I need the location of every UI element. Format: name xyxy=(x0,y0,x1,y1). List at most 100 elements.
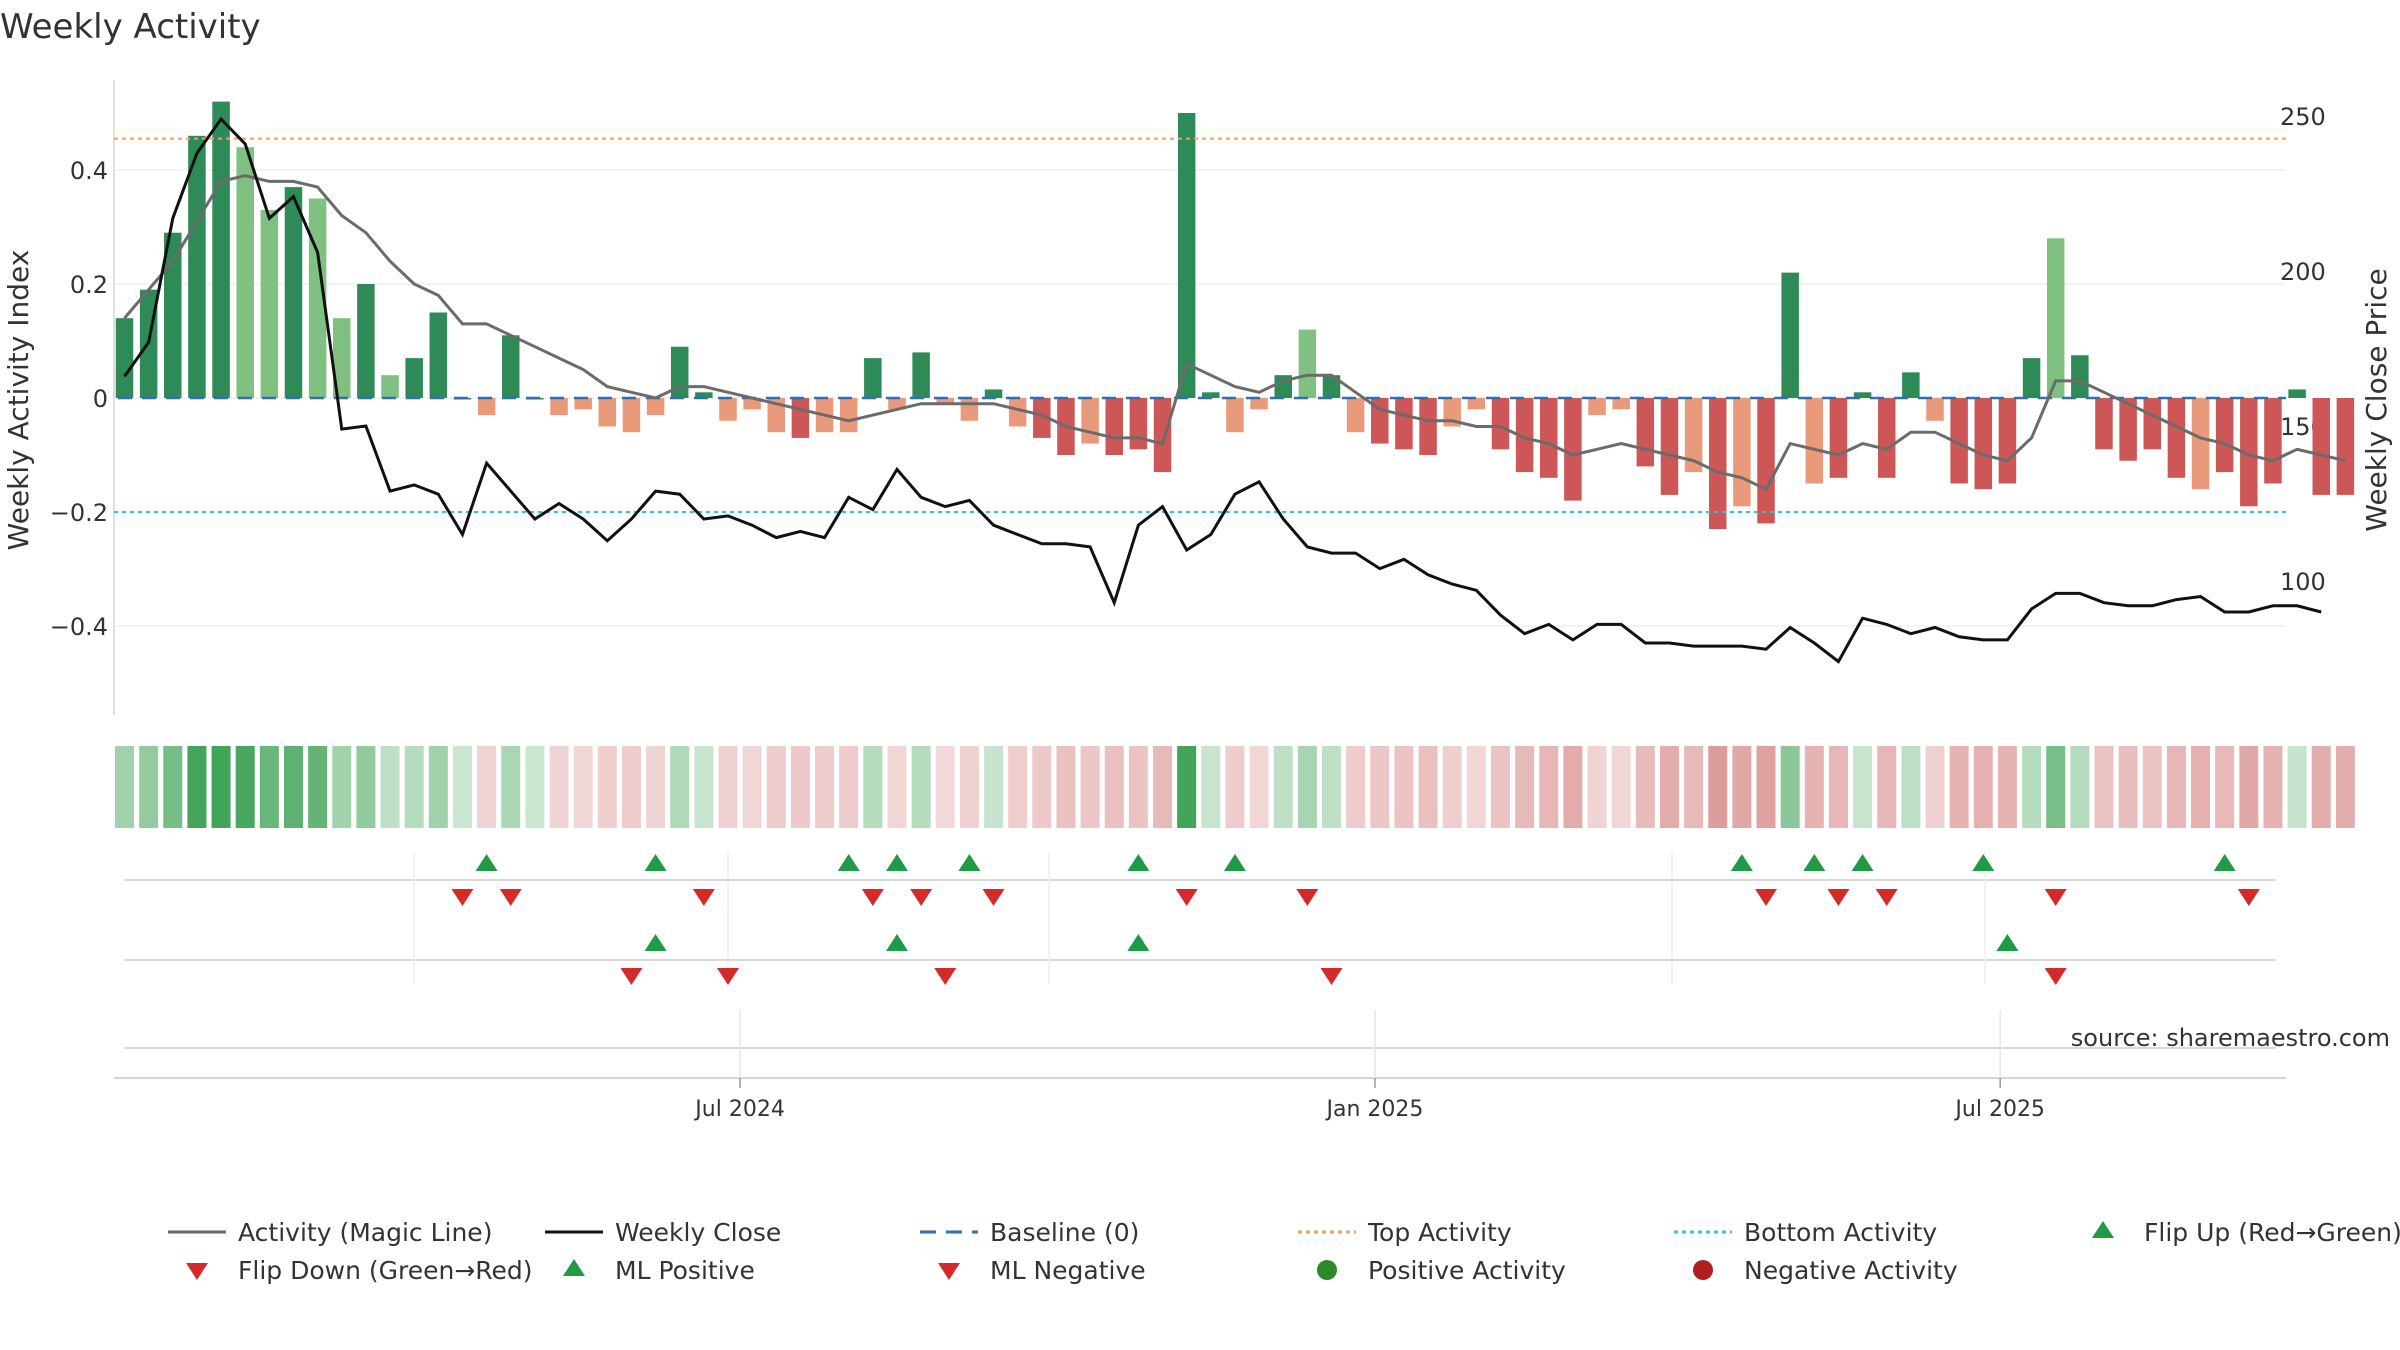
heat-cell xyxy=(477,746,497,828)
activity-bar xyxy=(598,398,617,427)
activity-bar xyxy=(2240,398,2258,507)
activity-bar xyxy=(188,135,206,399)
activity-bar xyxy=(550,398,568,416)
heat-cell xyxy=(549,746,569,828)
flip-down-marker xyxy=(1827,889,1850,906)
ml-negative-marker xyxy=(2044,968,2067,985)
heat-cell xyxy=(2142,746,2162,828)
heat-cell xyxy=(2046,746,2066,828)
heat-cell xyxy=(597,746,617,828)
heat-cell xyxy=(187,746,207,828)
signal-rows xyxy=(124,852,2276,1049)
heat-cell xyxy=(1104,746,1124,828)
activity-bar xyxy=(888,398,906,410)
activity-bar xyxy=(115,318,134,398)
activity-bar xyxy=(260,209,279,398)
activity-bar xyxy=(1998,398,2017,484)
legend-label: Baseline (0) xyxy=(990,1218,1139,1247)
activity-bar xyxy=(1612,398,1630,410)
heat-cell xyxy=(404,746,424,828)
activity-bar xyxy=(2119,398,2137,461)
heat-cell xyxy=(1973,746,1993,828)
heat-cell xyxy=(356,746,376,828)
flip-up-marker xyxy=(644,854,667,871)
heat-cell xyxy=(670,746,690,828)
flip-up-marker xyxy=(837,854,860,871)
heat-cell xyxy=(1563,746,1583,828)
heat-cell xyxy=(211,746,231,828)
heat-cell xyxy=(2215,746,2235,828)
heat-cell xyxy=(718,746,738,828)
heat-cell xyxy=(2287,746,2307,828)
flip-up-marker xyxy=(1851,854,1874,871)
activity-bar xyxy=(477,398,496,416)
heat-cell xyxy=(428,746,448,828)
activity-bar xyxy=(2336,398,2355,495)
ml-positive-marker xyxy=(1127,934,1150,951)
activity-bar xyxy=(1491,398,1510,450)
activity-bar xyxy=(308,198,327,398)
activity-bar xyxy=(1853,392,1872,398)
activity-bar xyxy=(284,187,303,398)
heat-cell xyxy=(452,746,472,828)
ml-positive-marker xyxy=(885,934,908,951)
flip-up-marker xyxy=(1730,854,1753,871)
activity-bar xyxy=(1733,398,1751,507)
heat-cell xyxy=(2311,746,2331,828)
heat-cell xyxy=(1346,746,1366,828)
heat-cell xyxy=(742,746,762,828)
activity-bar xyxy=(1419,398,1437,455)
activity-bar xyxy=(357,284,375,398)
legend-swatch xyxy=(186,1263,208,1280)
x-tick-label: Jul 2024 xyxy=(693,1097,785,1122)
activity-bar xyxy=(1902,372,1920,398)
activity-bar xyxy=(1346,398,1365,433)
flip-up-marker xyxy=(2213,854,2236,871)
activity-bar xyxy=(2215,398,2234,473)
heat-cell xyxy=(887,746,907,828)
heat-cell xyxy=(1153,746,1173,828)
heat-cell xyxy=(1056,746,1076,828)
activity-bar xyxy=(743,398,761,410)
activity-heat-strip xyxy=(115,746,2355,828)
flip-up-marker xyxy=(1223,854,1246,871)
heat-cell xyxy=(332,746,352,828)
activity-bar xyxy=(381,375,399,398)
activity-bar xyxy=(1129,398,1148,450)
activity-bar xyxy=(1033,398,1051,438)
heat-cell xyxy=(1008,746,1028,828)
magic-line xyxy=(123,174,2346,492)
heat-cell xyxy=(621,746,641,828)
activity-bar xyxy=(1588,398,1606,416)
heat-cell xyxy=(694,746,714,828)
activity-bar xyxy=(1757,398,1775,524)
legend-label: Weekly Close xyxy=(615,1218,781,1247)
heat-cell xyxy=(1032,746,1052,828)
flip-down-marker xyxy=(692,889,715,906)
flip-down-marker xyxy=(1755,889,1778,906)
heat-cell xyxy=(1635,746,1655,828)
heat-cell xyxy=(1225,746,1245,828)
heat-cell xyxy=(1442,746,1462,828)
heat-cell xyxy=(1201,746,1221,828)
ml-negative-marker xyxy=(717,968,739,985)
activity-bar xyxy=(2046,238,2065,398)
legend-swatch xyxy=(1693,1260,1713,1280)
flip-down-marker xyxy=(1175,889,1198,906)
heat-cell xyxy=(2118,746,2138,828)
heat-cell xyxy=(1394,746,1414,828)
flip-up-marker xyxy=(885,854,908,871)
activity-bar xyxy=(2143,398,2162,450)
heat-cell xyxy=(163,746,183,828)
heat-cell xyxy=(1515,746,1535,828)
heat-cell xyxy=(839,746,859,828)
heat-cell xyxy=(2239,746,2259,828)
activity-bar xyxy=(1829,398,1848,478)
heat-cell xyxy=(1370,746,1390,828)
legend-swatch xyxy=(2092,1221,2114,1238)
activity-bar xyxy=(1708,398,1727,530)
x-tick-label: Jan 2025 xyxy=(1324,1097,1423,1122)
heat-cell xyxy=(1997,746,2017,828)
